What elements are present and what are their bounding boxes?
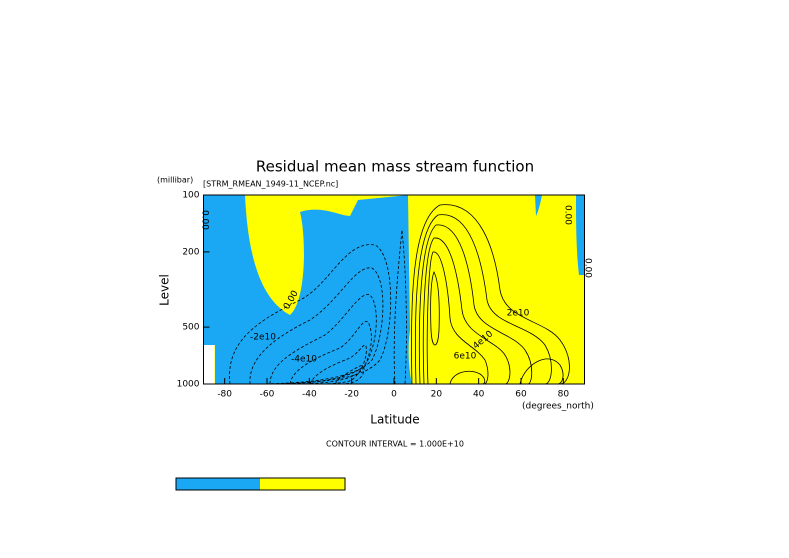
x-unit: (degrees_north) xyxy=(522,402,594,412)
contour-line xyxy=(418,224,533,385)
x-tick-label: -80 xyxy=(217,390,232,400)
contour-line xyxy=(449,370,486,385)
contour-line xyxy=(519,358,564,385)
contour-label: 0.00 xyxy=(563,205,573,225)
x-axis-label: Latitude xyxy=(370,413,419,427)
contour-label: 2e10 xyxy=(507,309,530,319)
colorbar-negative xyxy=(176,478,260,490)
contour-label: 0.00 xyxy=(200,210,210,230)
contour-label: 6e10 xyxy=(454,352,477,362)
x-tick-label: -20 xyxy=(344,390,359,400)
contour-line xyxy=(426,251,489,385)
subtitle: [STRM_RMEAN_1949-11_NCEP.nc] xyxy=(203,180,338,189)
x-tick-label: 0 xyxy=(391,390,397,400)
y-tick-label: 200 xyxy=(182,247,199,257)
y-unit: (millibar) xyxy=(157,176,193,185)
contour-label: -4e10 xyxy=(291,355,317,365)
y-axis-label: Level xyxy=(158,274,172,306)
negative-region xyxy=(535,195,542,216)
contour-line xyxy=(334,365,365,385)
x-tick-label: 20 xyxy=(431,390,443,400)
contour-label: 0.00 xyxy=(583,258,593,278)
x-tick-label: 40 xyxy=(473,390,485,400)
x-tick-label: -60 xyxy=(260,390,275,400)
y-tick-label: 500 xyxy=(182,323,199,333)
x-tick-label: 80 xyxy=(558,390,570,400)
chart-title: Residual mean mass stream function xyxy=(256,158,534,176)
contour-note: CONTOUR INTERVAL = 1.000E+10 xyxy=(326,440,464,449)
contour-line xyxy=(415,214,552,385)
x-tick-label: -40 xyxy=(302,390,317,400)
contour-line xyxy=(430,270,440,346)
contour-line xyxy=(422,237,511,385)
colorbar-frame xyxy=(175,477,346,491)
y-tick-label: 100 xyxy=(182,191,199,201)
contour-line xyxy=(269,294,377,385)
contour-line xyxy=(229,244,392,385)
negative-region xyxy=(203,195,412,384)
missing-region xyxy=(203,345,215,384)
contour-label: -2e10 xyxy=(250,333,276,343)
contour-line xyxy=(411,204,570,385)
contour-line xyxy=(249,267,384,385)
contour-line xyxy=(309,344,367,385)
x-tick-label: 60 xyxy=(515,390,527,400)
negative-region xyxy=(576,195,585,275)
colorbar-positive xyxy=(260,478,345,490)
contour-line xyxy=(289,321,372,385)
contour-line xyxy=(393,229,407,385)
y-tick-label: 1000 xyxy=(177,380,200,390)
